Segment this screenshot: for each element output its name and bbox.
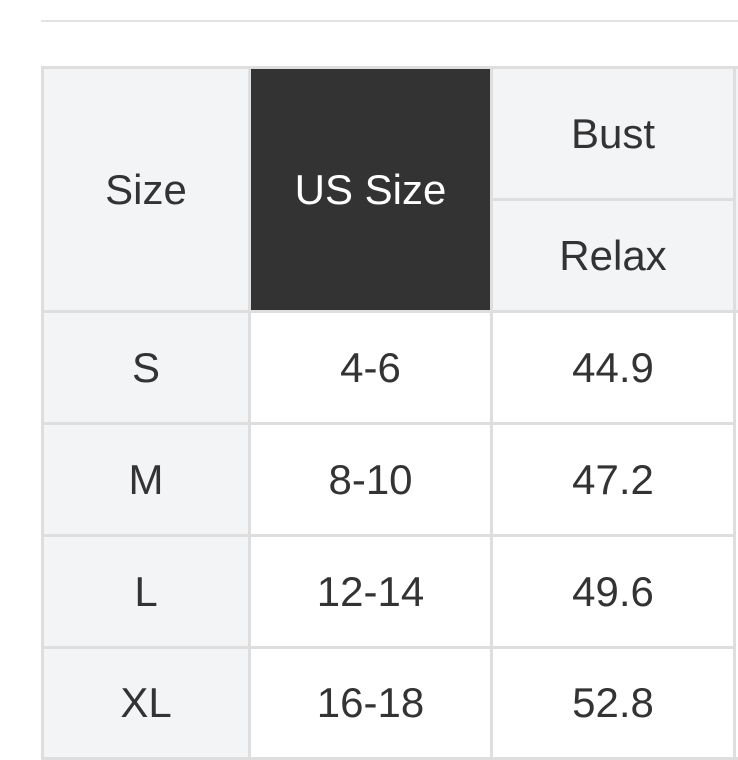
header-next-column (733, 66, 738, 313)
cell-bust: 47.2 (490, 422, 736, 537)
cell-us-size: 8-10 (248, 422, 493, 537)
cell-us-size: 12-14 (248, 534, 493, 649)
header-size: Size (41, 66, 251, 313)
cell-size: S (41, 310, 251, 425)
next-column-cells (733, 310, 738, 760)
cell-us-size: 16-18 (248, 646, 493, 760)
header-bust: Bust (490, 66, 736, 201)
cell-size: M (41, 422, 251, 537)
cell-bust: 49.6 (490, 534, 736, 649)
cell-bust: 52.8 (490, 646, 736, 760)
cell-size: L (41, 534, 251, 649)
header-us-size: US Size (248, 66, 493, 313)
divider (41, 20, 738, 22)
header-bust-relax: Relax (490, 198, 736, 313)
cell-size: XL (41, 646, 251, 760)
cell-us-size: 4-6 (248, 310, 493, 425)
cell-bust: 44.9 (490, 310, 736, 425)
